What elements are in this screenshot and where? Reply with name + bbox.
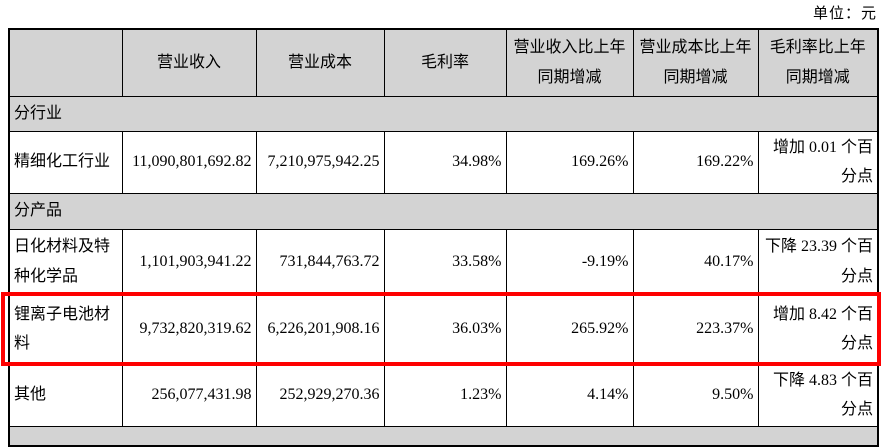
header-revenue-yoy: 营业收入比上年同期增减 (505, 28, 634, 97)
segment-report-table: 营业收入 营业成本 毛利率 营业收入比上年同期增减 营业成本比上年同期增减 毛利… (8, 28, 879, 447)
table-row: 日化材料及特种化学品 1,101,903,941.22 731,844,763.… (8, 228, 879, 295)
header-cost: 营业成本 (255, 28, 385, 97)
section-row-by-product: 分产品 (8, 192, 879, 230)
cost-yoy-cell: 40.17% (632, 228, 759, 295)
table-row-highlighted: 锂离子电池材料 9,732,820,319.62 6,226,201,908.1… (8, 293, 879, 365)
section-label-by-industry: 分行业 (8, 95, 879, 132)
table-row: 精细化工行业 11,090,801,692.82 7,210,975,942.2… (8, 130, 879, 194)
cost-yoy-cell: 223.37% (632, 293, 759, 365)
gross-margin-cell: 36.03% (383, 293, 507, 365)
header-gross-margin: 毛利率 (383, 28, 507, 97)
cost-yoy-cell: 9.50% (632, 363, 759, 427)
revenue-cell: 11,090,801,692.82 (121, 130, 257, 194)
revenue-cell: 256,077,431.98 (121, 363, 257, 427)
cost-yoy-cell: 169.22% (632, 130, 759, 194)
margin-yoy-cell: 下降 4.83 个百分点 (757, 363, 879, 427)
cost-cell: 731,844,763.72 (255, 228, 385, 295)
revenue-yoy-cell: -9.19% (505, 228, 634, 295)
revenue-cell: 9,732,820,319.62 (121, 293, 257, 365)
section-row-by-industry: 分行业 (8, 95, 879, 132)
header-cost-yoy: 营业成本比上年同期增减 (632, 28, 759, 97)
header-empty-cell (8, 28, 123, 97)
section-label-by-product: 分产品 (8, 192, 879, 230)
table-row: 其他 256,077,431.98 252,929,270.36 1.23% 4… (8, 363, 879, 427)
header-revenue: 营业收入 (121, 28, 257, 97)
gross-margin-cell: 1.23% (383, 363, 507, 427)
row-label: 日化材料及特种化学品 (8, 228, 123, 295)
cost-cell: 7,210,975,942.25 (255, 130, 385, 194)
gross-margin-cell: 34.98% (383, 130, 507, 194)
cost-cell: 252,929,270.36 (255, 363, 385, 427)
section-partial-cell (8, 425, 879, 447)
margin-yoy-cell: 下降 23.39 个百分点 (757, 228, 879, 295)
margin-yoy-cell: 增加 0.01 个百分点 (757, 130, 879, 194)
row-label: 其他 (8, 363, 123, 427)
header-margin-yoy: 毛利率比上年同期增减 (757, 28, 879, 97)
table-header-row: 营业收入 营业成本 毛利率 营业收入比上年同期增减 营业成本比上年同期增减 毛利… (8, 28, 879, 97)
row-label: 锂离子电池材料 (8, 293, 123, 365)
revenue-yoy-cell: 4.14% (505, 363, 634, 427)
revenue-yoy-cell: 265.92% (505, 293, 634, 365)
section-row-partial (8, 425, 879, 447)
revenue-cell: 1,101,903,941.22 (121, 228, 257, 295)
row-label: 精细化工行业 (8, 130, 123, 194)
gross-margin-cell: 33.58% (383, 228, 507, 295)
cost-cell: 6,226,201,908.16 (255, 293, 385, 365)
revenue-yoy-cell: 169.26% (505, 130, 634, 194)
unit-label: 单位：元 (812, 6, 877, 22)
margin-yoy-cell: 增加 8.42 个百分点 (757, 293, 879, 365)
